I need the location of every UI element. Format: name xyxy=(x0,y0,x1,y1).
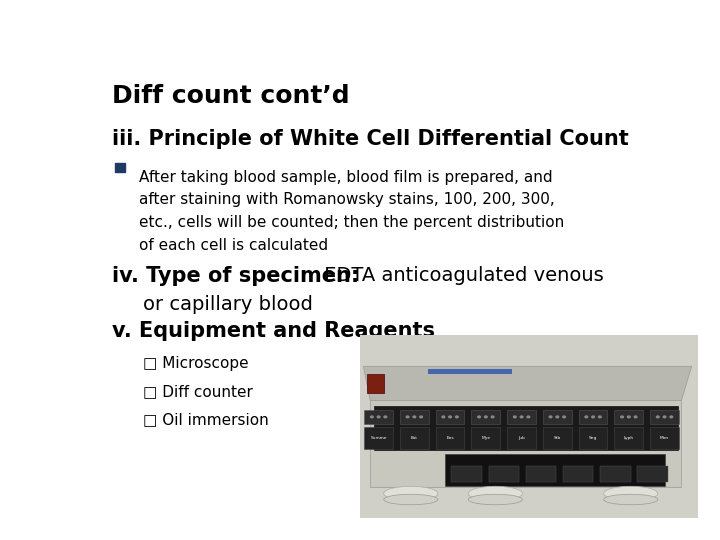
Bar xyxy=(445,454,665,485)
Text: Mon: Mon xyxy=(660,436,669,441)
Circle shape xyxy=(419,415,423,418)
Bar xyxy=(563,466,593,482)
Text: v. Equipment and Reagents: v. Equipment and Reagents xyxy=(112,321,436,341)
Bar xyxy=(600,466,631,482)
Text: Summe: Summe xyxy=(370,436,387,441)
Text: or capillary blood: or capillary blood xyxy=(143,295,313,314)
Text: Lyph: Lyph xyxy=(624,436,634,441)
Circle shape xyxy=(549,415,552,418)
Circle shape xyxy=(455,415,459,418)
Text: Eos: Eos xyxy=(446,436,454,441)
Text: Mye: Mye xyxy=(481,436,490,441)
Circle shape xyxy=(526,415,531,418)
Text: After taking blood sample, blood film is prepared, and: After taking blood sample, blood film is… xyxy=(139,170,553,185)
Circle shape xyxy=(490,415,495,418)
Circle shape xyxy=(670,415,673,418)
Bar xyxy=(400,427,428,449)
Text: etc., cells will be counted; then the percent distribution: etc., cells will be counted; then the pe… xyxy=(139,215,564,231)
Bar xyxy=(436,409,464,424)
Text: EDTA anticoagulated venous: EDTA anticoagulated venous xyxy=(318,266,603,286)
Bar xyxy=(489,466,519,482)
Circle shape xyxy=(520,415,523,418)
Ellipse shape xyxy=(468,486,523,501)
Text: iii. Principle of White Cell Differential Count: iii. Principle of White Cell Differentia… xyxy=(112,129,629,149)
Bar xyxy=(364,427,393,449)
Bar xyxy=(543,427,572,449)
Bar xyxy=(614,427,643,449)
Bar xyxy=(543,409,572,424)
Text: Stb: Stb xyxy=(554,436,561,441)
Text: □ Diff counter: □ Diff counter xyxy=(143,384,253,399)
Text: Seg: Seg xyxy=(589,436,598,441)
Polygon shape xyxy=(370,400,681,487)
Bar xyxy=(507,427,536,449)
Text: after staining with Romanowsky stains, 100, 200, 300,: after staining with Romanowsky stains, 1… xyxy=(139,192,555,207)
Bar xyxy=(374,406,678,450)
Circle shape xyxy=(555,415,559,418)
Circle shape xyxy=(377,415,381,418)
Circle shape xyxy=(405,415,410,418)
Text: □ Microscope: □ Microscope xyxy=(143,356,248,371)
Bar xyxy=(115,163,125,172)
Bar xyxy=(526,466,557,482)
Text: Diff count cont’d: Diff count cont’d xyxy=(112,84,350,107)
Bar xyxy=(451,466,482,482)
Circle shape xyxy=(620,415,624,418)
Bar xyxy=(472,427,500,449)
Bar xyxy=(579,409,608,424)
Bar xyxy=(400,409,428,424)
Ellipse shape xyxy=(384,494,438,505)
Circle shape xyxy=(562,415,566,418)
Circle shape xyxy=(513,415,517,418)
Circle shape xyxy=(383,415,387,418)
Circle shape xyxy=(656,415,660,418)
Text: Bst: Bst xyxy=(411,436,418,441)
Circle shape xyxy=(627,415,631,418)
Bar xyxy=(579,427,608,449)
Circle shape xyxy=(448,415,452,418)
Circle shape xyxy=(598,415,602,418)
Text: of each cell is calculated: of each cell is calculated xyxy=(139,238,328,253)
Bar xyxy=(507,409,536,424)
Bar xyxy=(650,409,679,424)
Text: iv. Type of specimen:: iv. Type of specimen: xyxy=(112,266,359,286)
Bar xyxy=(472,409,500,424)
Ellipse shape xyxy=(384,486,438,501)
Text: □ Oil immersion: □ Oil immersion xyxy=(143,413,269,427)
Ellipse shape xyxy=(603,486,658,501)
Bar xyxy=(650,427,679,449)
Circle shape xyxy=(634,415,638,418)
Bar xyxy=(436,427,464,449)
Bar xyxy=(428,369,513,374)
Ellipse shape xyxy=(468,494,523,505)
Circle shape xyxy=(584,415,588,418)
Text: Jub: Jub xyxy=(518,436,525,441)
Circle shape xyxy=(477,415,481,418)
Bar xyxy=(637,466,668,482)
Bar xyxy=(366,374,384,393)
Circle shape xyxy=(591,415,595,418)
Polygon shape xyxy=(364,366,692,400)
Bar xyxy=(614,409,643,424)
Circle shape xyxy=(662,415,667,418)
Circle shape xyxy=(370,415,374,418)
Circle shape xyxy=(441,415,446,418)
Bar xyxy=(364,409,393,424)
Circle shape xyxy=(413,415,416,418)
Circle shape xyxy=(484,415,488,418)
Ellipse shape xyxy=(603,494,658,505)
